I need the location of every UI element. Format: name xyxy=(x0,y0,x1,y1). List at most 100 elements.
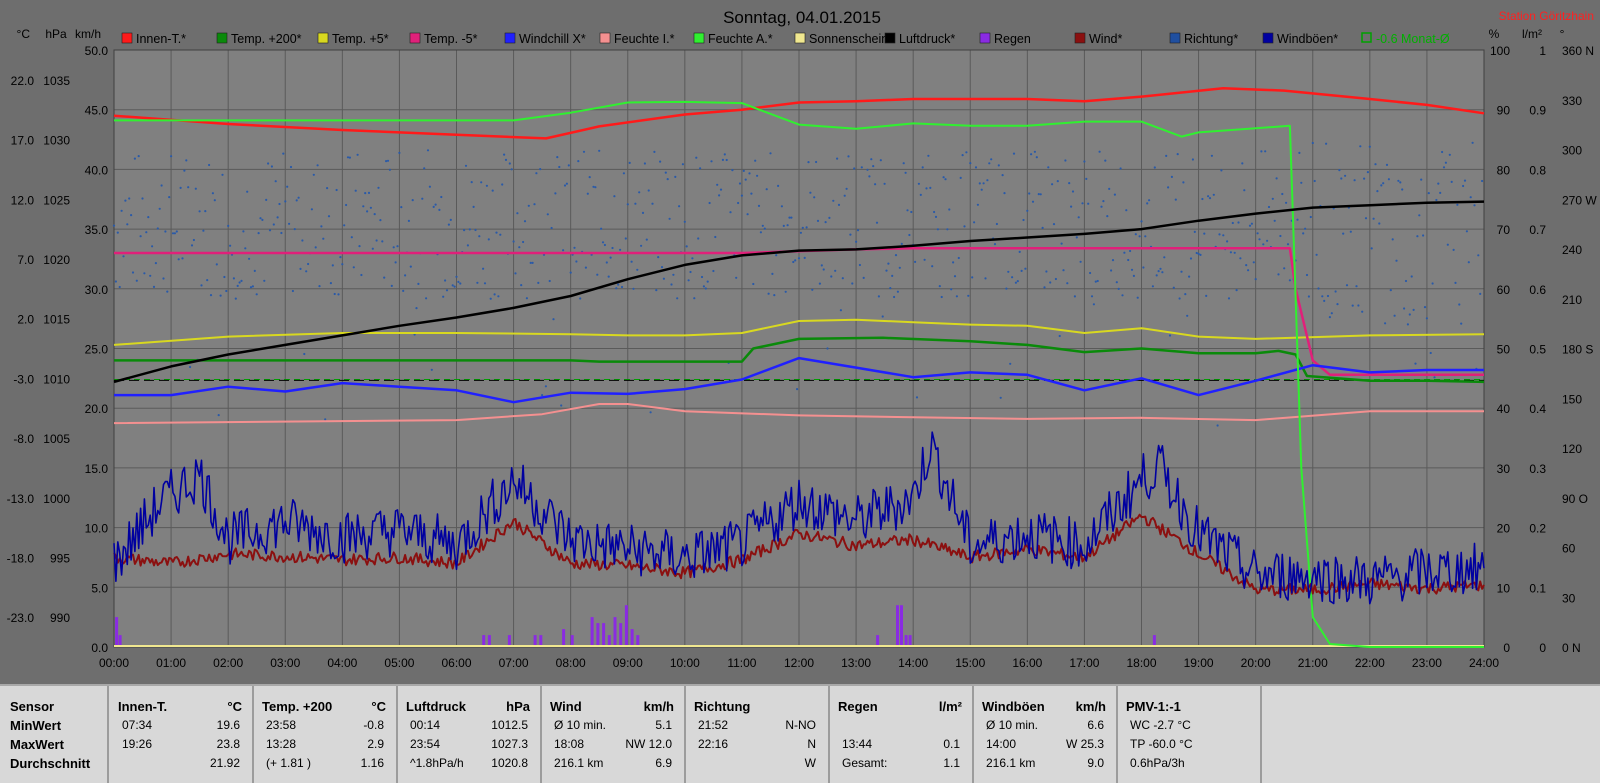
direction-dot xyxy=(1384,322,1387,325)
direction-dot xyxy=(1481,179,1484,183)
direction-dot xyxy=(971,276,974,279)
direction-dot xyxy=(514,272,517,275)
direction-dot xyxy=(346,156,350,159)
direction-dot xyxy=(556,156,559,159)
stat-cell-time: Ø 10 min. xyxy=(554,718,607,732)
x-tick-label: 24:00 xyxy=(1469,656,1499,670)
x-tick-label: 21:00 xyxy=(1298,656,1328,670)
direction-dot xyxy=(1014,281,1018,284)
direction-dot xyxy=(1003,192,1006,195)
direction-dot xyxy=(238,281,241,284)
x-tick-label: 12:00 xyxy=(784,656,814,670)
direction-dot xyxy=(236,284,239,287)
direction-dot xyxy=(1248,224,1252,227)
direction-dot xyxy=(259,217,262,220)
direction-dot xyxy=(158,207,161,210)
stat-column: Luftdruck hPa 00:14 1012.5 23:54 1027.3 ^1.8hP… xyxy=(396,686,542,783)
direction-dot xyxy=(411,199,414,202)
direction-dot xyxy=(377,186,380,189)
direction-dot xyxy=(1110,269,1113,272)
direction-dot xyxy=(1020,269,1023,272)
stat-column-title: Regen xyxy=(838,699,878,714)
direction-dot xyxy=(209,294,213,297)
direction-dot xyxy=(1420,178,1423,181)
direction-dot xyxy=(560,404,563,407)
stat-cell-value: 23.8 xyxy=(216,737,240,751)
direction-dot xyxy=(331,264,334,267)
direction-dot xyxy=(1243,189,1246,192)
direction-dot xyxy=(807,161,810,164)
direction-dot xyxy=(837,203,841,206)
rain-bar xyxy=(619,623,623,647)
direction-dot xyxy=(352,266,355,269)
rain-bar xyxy=(590,617,594,647)
direction-dot xyxy=(872,165,875,168)
rain-tick-label: 0.6 xyxy=(1529,283,1546,297)
direction-dot xyxy=(746,213,749,216)
direction-dot xyxy=(1172,286,1175,289)
direction-dot xyxy=(299,267,302,270)
direction-dot xyxy=(166,290,169,293)
direction-dot xyxy=(373,213,376,216)
direction-dot xyxy=(1001,174,1004,177)
direction-dot xyxy=(777,184,780,187)
direction-dot xyxy=(533,203,536,206)
direction-dot xyxy=(598,149,601,152)
direction-dot xyxy=(651,202,654,205)
direction-dot xyxy=(748,172,751,175)
direction-dot xyxy=(1338,169,1341,172)
direction-dot xyxy=(1039,193,1042,196)
direction-dot xyxy=(1422,234,1425,237)
direction-dot xyxy=(394,261,397,264)
direction-dot xyxy=(914,260,917,263)
direction-tick-label: 240 xyxy=(1562,243,1582,257)
direction-dot xyxy=(516,212,519,215)
direction-dot xyxy=(278,202,281,206)
direction-dot xyxy=(130,214,133,217)
direction-dot xyxy=(261,218,264,221)
direction-dot xyxy=(1412,308,1415,311)
stat-column-unit: km/h xyxy=(643,699,674,714)
x-tick-label: 23:00 xyxy=(1412,656,1442,670)
direction-dot xyxy=(622,172,626,175)
stat-column-title: PMV-1:-1 xyxy=(1126,699,1181,714)
direction-dot xyxy=(1302,232,1305,235)
row-label: Sensor xyxy=(10,699,55,714)
direction-dot xyxy=(1096,279,1099,283)
direction-dot xyxy=(1094,280,1097,283)
direction-dot xyxy=(1089,271,1092,275)
direction-dot xyxy=(712,269,715,273)
x-tick-label: 11:00 xyxy=(727,656,756,670)
direction-dot xyxy=(624,237,627,240)
stat-cell-time: TP -60.0 °C xyxy=(1130,737,1193,751)
direction-dot xyxy=(963,225,966,228)
direction-dot xyxy=(535,172,538,175)
stat-cell-time: 0.6hPa/3h xyxy=(1130,756,1185,770)
direction-dot xyxy=(765,188,768,191)
direction-dot xyxy=(1385,163,1389,166)
direction-dot xyxy=(893,295,896,299)
direction-dot xyxy=(246,190,249,193)
direction-dot xyxy=(329,282,332,285)
direction-dot xyxy=(1201,197,1204,201)
direction-dot xyxy=(120,209,123,212)
direction-dot xyxy=(1416,235,1419,238)
direction-dot xyxy=(466,244,469,247)
stat-cell-value: NW 12.0 xyxy=(625,737,672,751)
direction-dot xyxy=(889,287,892,290)
stat-cell-value: 1027.3 xyxy=(491,737,528,751)
direction-dot xyxy=(619,248,622,251)
direction-dot xyxy=(1427,192,1430,195)
stat-cell-value: W 25.3 xyxy=(1065,737,1104,751)
direction-dot xyxy=(636,268,639,271)
direction-dot xyxy=(381,240,384,243)
direction-dot xyxy=(896,290,900,293)
rain-bar xyxy=(570,635,574,647)
stat-column-title: Innen-T. xyxy=(118,699,168,714)
direction-dot xyxy=(1429,351,1432,355)
direction-dot xyxy=(657,256,660,259)
chart-title: Sonntag, 04.01.2015 xyxy=(723,8,881,27)
rain-tick-label: 0.1 xyxy=(1529,581,1546,595)
direction-dot xyxy=(1460,322,1463,325)
direction-dot xyxy=(504,158,508,161)
